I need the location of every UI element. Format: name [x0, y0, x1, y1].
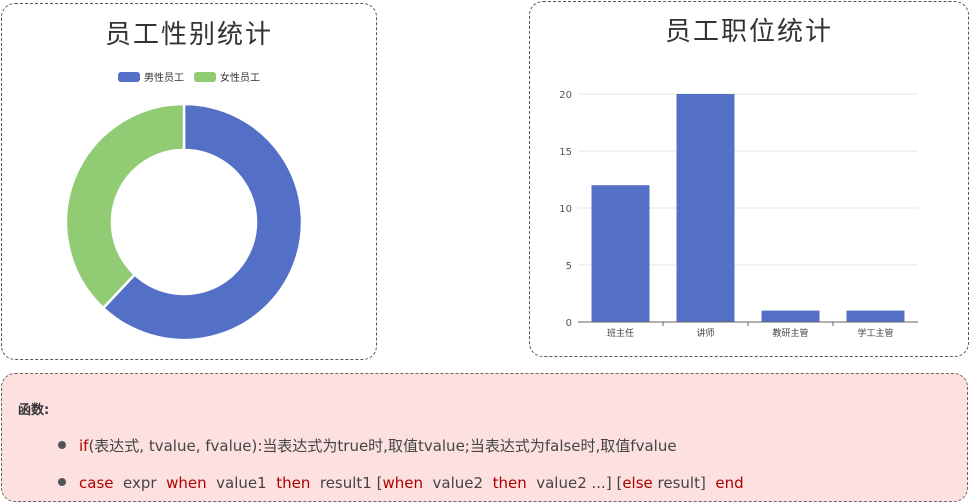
sql-keyword: end [715, 474, 744, 492]
y-tick-label: 10 [559, 204, 572, 215]
legend-swatch[interactable] [194, 72, 216, 82]
sql-text: expr [113, 474, 167, 492]
bar[interactable] [846, 310, 905, 322]
gender-donut-chart: 男性员工 女性员工 [64, 71, 304, 342]
bullet-icon [58, 478, 66, 486]
x-tick-label: 教研主管 [772, 327, 808, 339]
y-tick-label: 20 [559, 90, 572, 101]
legend-label[interactable]: 女性员工 [220, 71, 260, 84]
position-bar-chart: 0 5 10 15 20 班主任 讲师 教研主管 学工主管 [559, 90, 918, 339]
sql-text: value1 [206, 474, 277, 492]
sql-keyword: then [276, 474, 311, 492]
legend-label[interactable]: 男性员工 [144, 71, 184, 84]
sql-keyword: else [622, 474, 653, 492]
sql-keyword: when [166, 474, 207, 492]
y-tick-label: 15 [559, 147, 572, 158]
if-keyword: if [79, 437, 89, 455]
pie-slice[interactable] [64, 102, 186, 310]
y-tick-label: 5 [566, 261, 572, 272]
sql-keyword: then [492, 474, 527, 492]
y-tick-label: 0 [566, 318, 572, 329]
bar[interactable] [591, 185, 650, 322]
position-chart-card: 员工职位统计 0 5 10 15 20 班主任 讲师 教研主管 学工主管 [529, 1, 969, 357]
bar[interactable] [676, 94, 735, 322]
functions-heading: 函数: [18, 403, 50, 418]
gender-chart-card: 员工性别统计 男性员工 女性员工 [1, 3, 377, 360]
sql-keyword: when [382, 474, 423, 492]
sql-text: result1 [ [310, 474, 383, 492]
bar[interactable] [761, 310, 820, 322]
x-tick-label: 班主任 [607, 327, 634, 339]
sql-text: result] [652, 474, 716, 492]
sql-keyword: case [79, 474, 114, 492]
if-description: (表达式, tvalue, fvalue):当表达式为true时,取值tvalu… [88, 437, 677, 455]
sql-text: value2 ...] [ [526, 474, 623, 492]
functions-panel: 函数: if(表达式, tvalue, fvalue):当表达式为true时,取… [1, 373, 968, 502]
x-tick-label: 讲师 [696, 327, 714, 339]
case-function-item: case expr when value1 then result1 [when… [58, 474, 744, 492]
legend-swatch[interactable] [118, 72, 140, 82]
position-chart-title: 员工职位统计 [664, 17, 833, 47]
if-function-item: if(表达式, tvalue, fvalue):当表达式为true时,取值tva… [58, 435, 677, 456]
sql-text: value2 [422, 474, 493, 492]
x-tick-label: 学工主管 [857, 327, 893, 339]
bullet-icon [58, 441, 66, 449]
gender-chart-title: 员工性别统计 [104, 20, 273, 50]
pie-slice[interactable] [101, 102, 304, 342]
